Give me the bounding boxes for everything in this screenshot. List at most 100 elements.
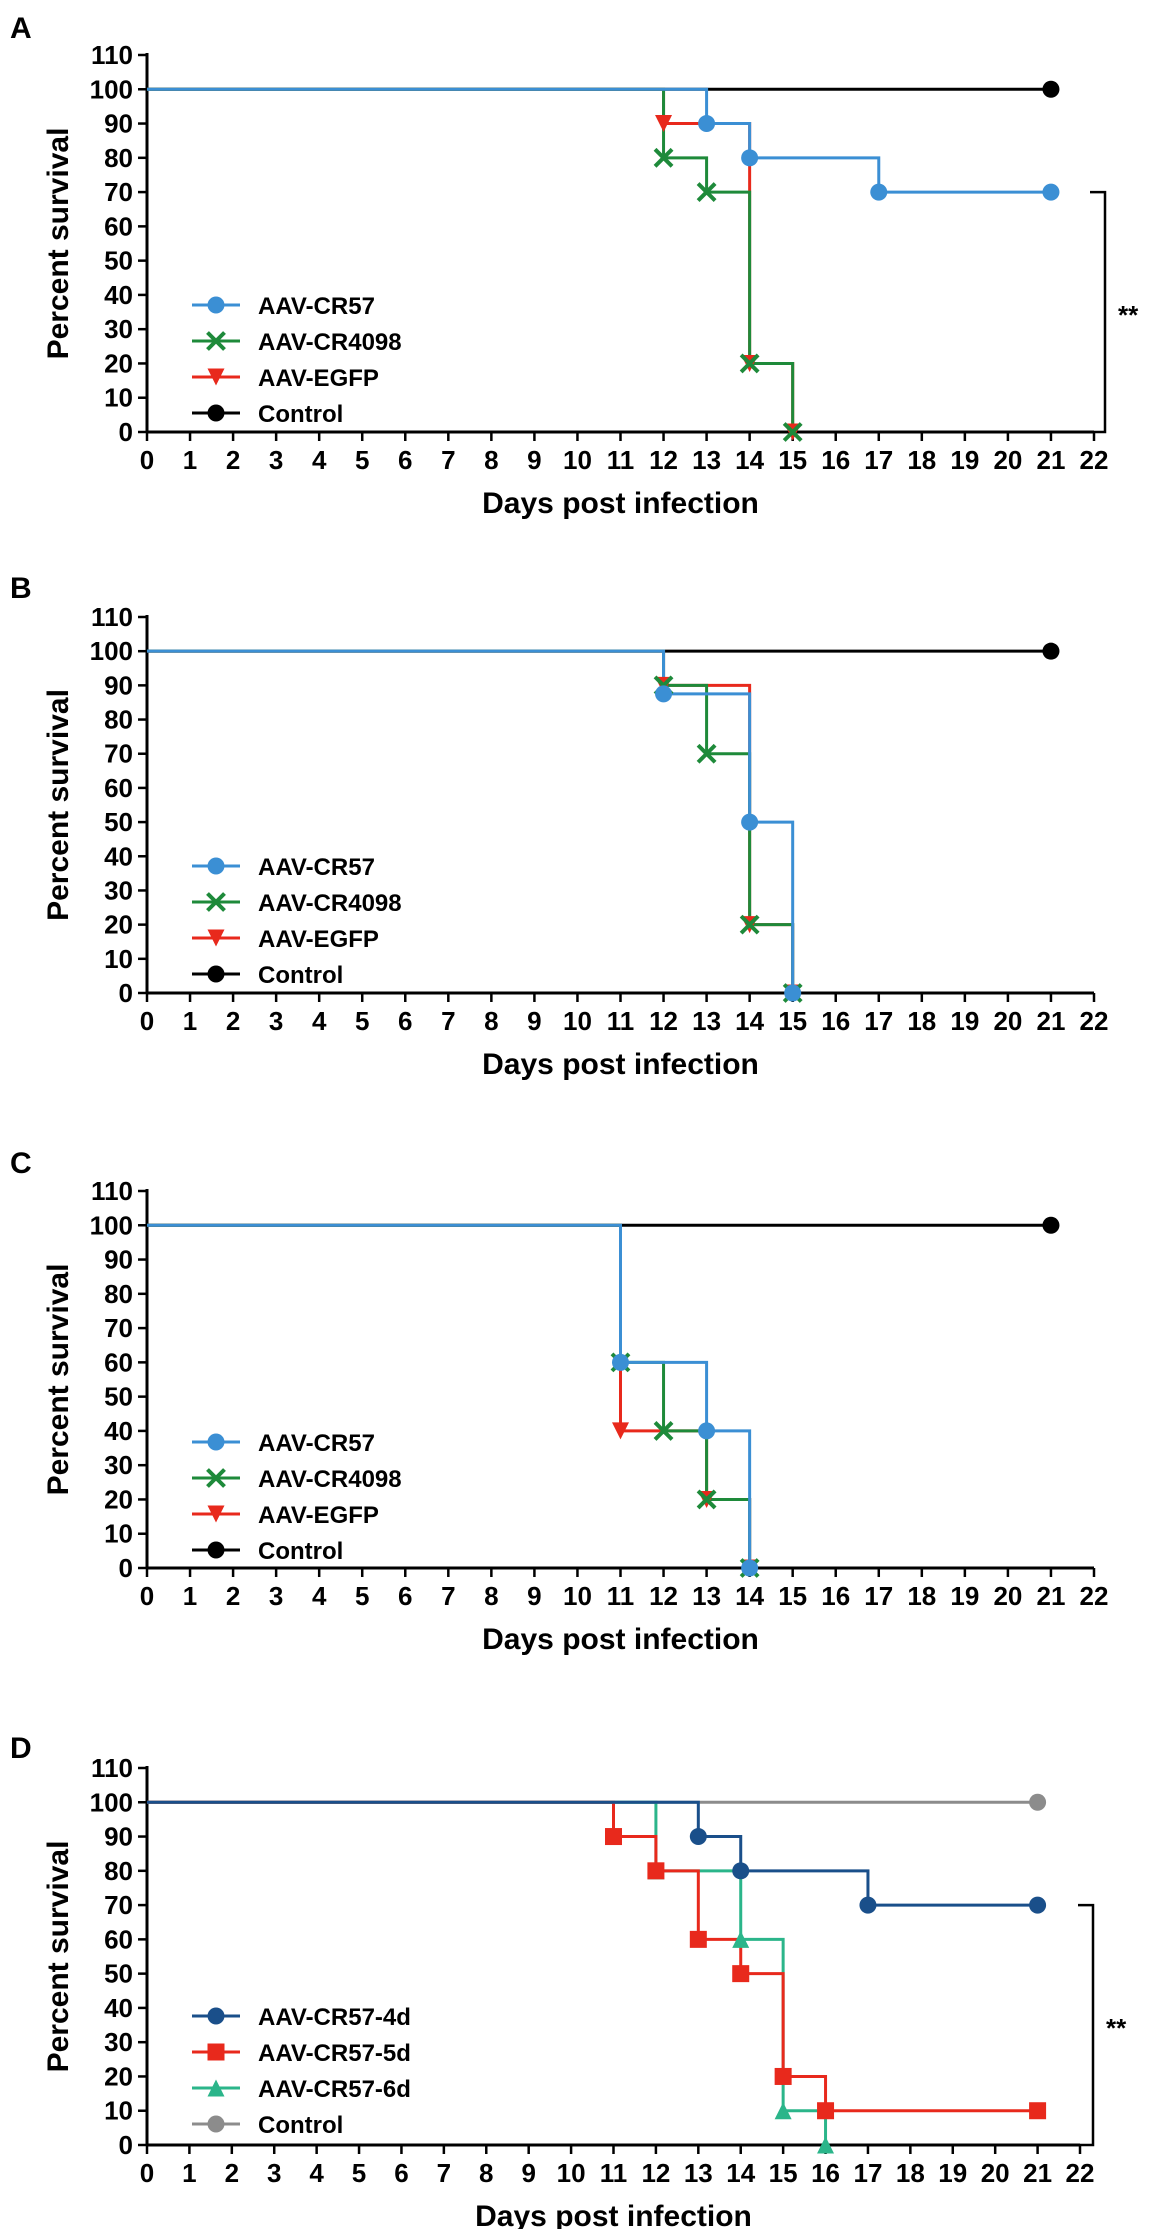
y-tick-label: 60 bbox=[104, 211, 133, 241]
legend-marker bbox=[207, 1541, 225, 1559]
x-tick-label: 8 bbox=[484, 1006, 498, 1036]
y-tick-label: 60 bbox=[104, 1347, 133, 1377]
x-tick-label: 20 bbox=[993, 1006, 1022, 1036]
legend-item: AAV-CR57 bbox=[192, 293, 375, 320]
y-axis-title: Percent survival bbox=[42, 689, 75, 921]
data-point-control bbox=[1042, 642, 1060, 660]
legend-marker bbox=[207, 2007, 225, 2025]
x-tick-label: 1 bbox=[182, 2158, 196, 2188]
x-tick-label: 15 bbox=[778, 1581, 807, 1611]
x-tick-label: 13 bbox=[692, 1581, 721, 1611]
y-tick-label: 0 bbox=[119, 978, 133, 1008]
x-tick-label: 5 bbox=[355, 445, 369, 475]
series-line-aav-cr4098 bbox=[147, 1223, 752, 1568]
data-point-aav-cr57 bbox=[698, 115, 716, 133]
legend-item: Control bbox=[192, 401, 343, 428]
x-tick-label: 4 bbox=[312, 1581, 327, 1611]
data-point-aav-cr57 bbox=[741, 149, 759, 167]
y-tick-label: 10 bbox=[104, 1519, 133, 1549]
y-tick-label: 60 bbox=[104, 1924, 133, 1954]
x-tick-label: 8 bbox=[484, 1581, 498, 1611]
x-tick-label: 18 bbox=[907, 1581, 936, 1611]
y-tick-label: 50 bbox=[104, 807, 133, 837]
x-tick-label: 14 bbox=[735, 445, 764, 475]
y-tick-label: 90 bbox=[104, 670, 133, 700]
data-point-aav-cr4098 bbox=[739, 353, 760, 374]
x-tick-label: 7 bbox=[441, 1006, 455, 1036]
legend-item: AAV-CR57-6d bbox=[192, 2076, 411, 2103]
y-tick-label: 0 bbox=[119, 1553, 133, 1583]
panel-label: B bbox=[10, 572, 32, 605]
y-tick-label: 10 bbox=[104, 383, 133, 413]
panel-label: C bbox=[10, 1147, 32, 1180]
x-tick-label: 0 bbox=[140, 1006, 154, 1036]
x-tick-label: 20 bbox=[993, 445, 1022, 475]
legend-marker bbox=[207, 857, 225, 875]
x-tick-label: 14 bbox=[735, 1006, 764, 1036]
series-line-aav-cr57 bbox=[147, 87, 1051, 194]
series-line-aav-egfp bbox=[147, 87, 795, 432]
data-point-aav-cr57 bbox=[870, 183, 888, 201]
y-tick-label: 20 bbox=[104, 910, 133, 940]
y-tick-label: 80 bbox=[104, 1279, 133, 1309]
x-tick-label: 10 bbox=[563, 1006, 592, 1036]
y-axis-title: Percent survival bbox=[42, 1264, 75, 1496]
x-tick-label: 15 bbox=[778, 1006, 807, 1036]
x-axis-title: Days post infection bbox=[482, 1048, 759, 1081]
x-tick-label: 14 bbox=[735, 1581, 764, 1611]
panel-label: A bbox=[10, 12, 32, 45]
legend-item: AAV-CR57-5d bbox=[192, 2040, 411, 2067]
legend-label: AAV-CR4098 bbox=[258, 890, 402, 917]
legend-label: AAV-EGFP bbox=[258, 365, 379, 392]
x-tick-label: 5 bbox=[352, 2158, 366, 2188]
legend-label: AAV-CR4098 bbox=[258, 329, 402, 356]
x-tick-label: 2 bbox=[226, 1581, 240, 1611]
significance-bracket bbox=[1090, 190, 1107, 434]
x-tick-label: 2 bbox=[226, 1006, 240, 1036]
y-tick-label: 30 bbox=[104, 1450, 133, 1480]
y-tick-label: 90 bbox=[104, 1822, 133, 1852]
x-tick-label: 13 bbox=[684, 2158, 713, 2188]
x-tick-label: 3 bbox=[269, 445, 283, 475]
x-tick-label: 18 bbox=[907, 1006, 936, 1036]
data-point-aav-cr57 bbox=[698, 1422, 716, 1440]
x-tick-label: 5 bbox=[355, 1006, 369, 1036]
x-tick-label: 20 bbox=[993, 1581, 1022, 1611]
x-tick-label: 19 bbox=[950, 1006, 979, 1036]
legend-item: AAV-CR4098 bbox=[192, 890, 402, 917]
data-point-aav-cr57 bbox=[741, 813, 759, 831]
y-tick-label: 40 bbox=[104, 1416, 133, 1446]
data-point-aav-cr57-4d bbox=[1029, 1896, 1047, 1914]
x-tick-label: 1 bbox=[183, 1006, 197, 1036]
x-tick-label: 18 bbox=[896, 2158, 925, 2188]
series-line-aav-cr57 bbox=[147, 1223, 752, 1568]
y-tick-label: 0 bbox=[119, 417, 133, 447]
x-tick-label: 0 bbox=[140, 1581, 154, 1611]
x-tick-label: 21 bbox=[1023, 2158, 1052, 2188]
y-tick-label: 20 bbox=[104, 1484, 133, 1514]
legend-item: AAV-EGFP bbox=[192, 1502, 379, 1529]
y-tick-label: 40 bbox=[104, 280, 133, 310]
legend-label: AAV-EGFP bbox=[258, 1502, 379, 1529]
x-tick-label: 15 bbox=[769, 2158, 798, 2188]
data-point-aav-cr57 bbox=[655, 685, 673, 703]
x-tick-label: 19 bbox=[950, 445, 979, 475]
legend-marker bbox=[207, 929, 225, 947]
x-tick-label: 10 bbox=[557, 2158, 586, 2188]
y-tick-label: 40 bbox=[104, 841, 133, 871]
series-line-aav-cr4098 bbox=[147, 649, 795, 993]
series-line-aav-cr57-6d bbox=[147, 1800, 828, 2145]
x-tick-label: 7 bbox=[437, 2158, 451, 2188]
legend-marker bbox=[207, 2043, 225, 2061]
data-point-control bbox=[1029, 1793, 1047, 1811]
x-tick-label: 12 bbox=[649, 1006, 678, 1036]
legend-item: AAV-CR57 bbox=[192, 1430, 375, 1457]
legend-item: Control bbox=[192, 1538, 343, 1565]
x-tick-label: 16 bbox=[821, 1581, 850, 1611]
x-tick-label: 20 bbox=[981, 2158, 1010, 2188]
x-tick-label: 15 bbox=[778, 445, 807, 475]
x-tick-label: 3 bbox=[269, 1006, 283, 1036]
x-tick-label: 12 bbox=[641, 2158, 670, 2188]
